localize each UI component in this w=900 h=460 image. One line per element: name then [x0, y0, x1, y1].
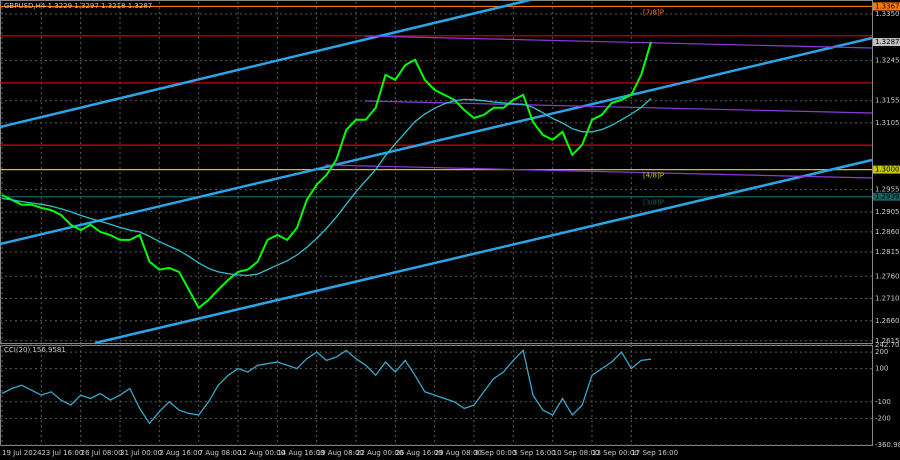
x-tick-label: 3 Sep 00:00	[474, 449, 516, 457]
channel-line	[0, 36, 873, 246]
fan-line	[364, 100, 873, 114]
series-line	[1, 98, 652, 277]
y-tick-label: 100	[875, 365, 888, 373]
price-box-label: 1.3000	[875, 166, 900, 174]
x-tick-label: 22 Aug 00:00	[356, 449, 403, 457]
main-panel	[0, 0, 873, 344]
y-tick-label: 1.2955	[875, 186, 900, 194]
x-tick-label: 31 Jul 00:00	[120, 449, 162, 457]
x-tick-label: 26 Jul 08:00	[81, 449, 123, 457]
x-tick-label: 29 Aug 08:00	[435, 449, 482, 457]
y-tick-label: 1.3155	[875, 97, 900, 105]
channel-line	[0, 0, 531, 129]
fan-line	[364, 35, 873, 49]
level-label: [3/8]P	[643, 199, 664, 207]
level-label: [4/8]P	[643, 172, 664, 180]
chart-title: GBPUSD,H4 1.3229 1.3297 1.3218 1.3287	[4, 2, 152, 10]
cci-title: CCI(20) 156.9581	[4, 346, 66, 354]
series-line	[1, 41, 652, 310]
y-tick-label: 1.2760	[875, 272, 900, 280]
price-box	[873, 2, 900, 11]
x-tick-label: 26 Aug 16:00	[395, 449, 442, 457]
level-label: [7/8]P	[643, 8, 664, 16]
y-tick-label: 1.2710	[875, 295, 900, 303]
y-tick-label: 1.2905	[875, 208, 900, 216]
x-tick-label: 14 Aug 16:00	[277, 449, 324, 457]
x-tick-label: 2 Aug 16:00	[159, 449, 202, 457]
y-tick-label: 1.2860	[875, 228, 900, 236]
price-box	[873, 165, 900, 174]
x-tick-label: 7 Aug 08:00	[199, 449, 242, 457]
price-box	[873, 192, 900, 201]
x-tick-label: 19 Jul 2024	[2, 449, 42, 457]
y-tick-label: 1.3105	[875, 119, 900, 127]
y-tick-label: 1.2660	[875, 317, 900, 325]
x-tick-label: 12 Aug 00:00	[238, 449, 285, 457]
y-tick-label: 200	[875, 348, 888, 356]
y-tick-label: 242.7093	[875, 341, 900, 349]
y-tick-label: 1.3245	[875, 57, 900, 65]
fan-line	[324, 164, 873, 179]
x-tick-label: 23 Jul 16:00	[41, 449, 83, 457]
x-tick-label: 13 Sep 00:00	[592, 449, 639, 457]
price-box-label: 1.3367	[875, 2, 900, 10]
series-line	[1, 349, 652, 425]
x-tick-label: 10 Sep 08:00	[553, 449, 600, 457]
current-price: 1.3287	[875, 38, 900, 46]
y-tick-label: -100	[875, 398, 891, 406]
x-tick-label: 19 Aug 08:00	[317, 449, 364, 457]
x-tick-label: 17 Sep 16:00	[631, 449, 678, 457]
y-tick-label: 1.3350	[875, 10, 900, 18]
y-tick-label: 1.2615	[875, 337, 900, 345]
price-box-label: 1.2939	[875, 193, 900, 201]
x-tick-label: 5 Sep 16:00	[513, 449, 555, 457]
current-price-box	[873, 38, 900, 47]
y-tick-label: -200	[875, 414, 891, 422]
y-tick-label: 1.2815	[875, 248, 900, 256]
channel-line	[94, 158, 873, 345]
y-tick-label: -360.984	[875, 441, 900, 449]
